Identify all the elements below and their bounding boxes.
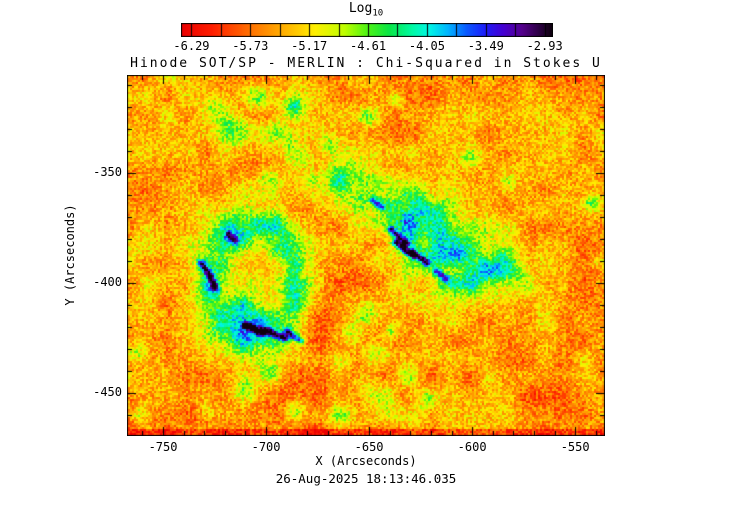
y-tick-label: -400	[93, 275, 122, 290]
colorbar-tick-label: -4.05	[408, 39, 445, 53]
x-tick-label: -550	[560, 440, 590, 454]
y-tick-label: -350	[93, 164, 122, 179]
colorbar-tick-label: -3.49	[467, 39, 504, 53]
heatmap-canvas	[127, 75, 605, 436]
colorbar-title-text: Log	[348, 1, 373, 16]
timestamp: 26-Aug-2025 18:13:46.035	[275, 471, 457, 486]
colorbar-tick-label: -2.93	[526, 39, 563, 53]
y-axis-label: Y (Arcseconds)	[63, 204, 77, 306]
colorbar-tick-label: -5.73	[232, 39, 269, 53]
x-tick-label: -650	[354, 440, 384, 454]
x-tick-label: -600	[457, 440, 487, 454]
colorbar-tick-label: -4.61	[349, 39, 387, 53]
colorbar-canvas	[181, 23, 553, 37]
colorbar-tick-label: -5.17	[291, 39, 328, 53]
colorbar-title: Log10	[0, 1, 732, 19]
x-tick-label: -700	[251, 440, 281, 454]
colorbar-tick-label: -6.29	[173, 39, 210, 53]
plot-title: Hinode SOT/SP - MERLIN : Chi-Squared in …	[130, 56, 602, 71]
colorbar-title-subscript: 10	[372, 8, 384, 19]
x-tick-label: -750	[148, 440, 178, 454]
x-axis-label: X (Arcseconds)	[315, 454, 417, 468]
y-tick-label: -450	[93, 385, 122, 400]
